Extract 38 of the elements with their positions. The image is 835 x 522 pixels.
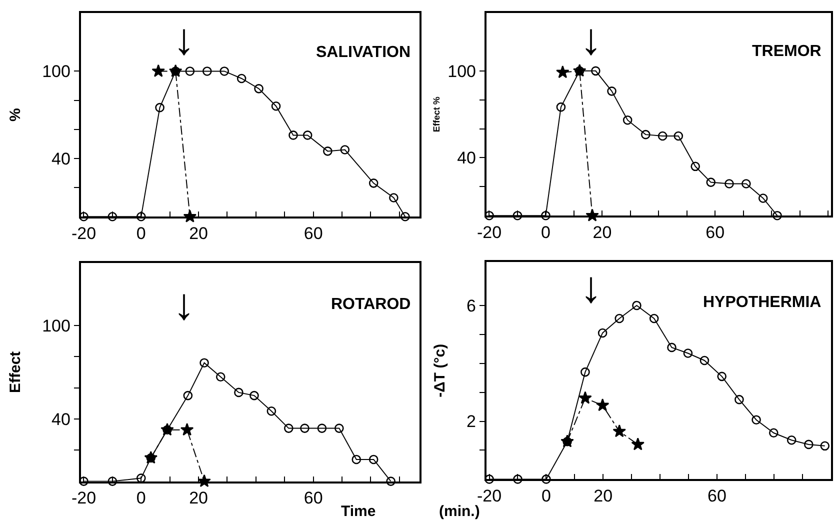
annotation: ↓ xyxy=(173,15,195,64)
y-axis-title: Effect xyxy=(6,351,24,394)
text: HYPOTHERMIA xyxy=(703,294,822,311)
y-tick-label: 6 xyxy=(466,296,476,316)
x-tick-label: 60 xyxy=(304,224,323,244)
y-axis-title: Effect % xyxy=(432,96,442,132)
text: TREMOR xyxy=(752,43,822,60)
annotation: ↓ xyxy=(173,280,195,329)
y-tick-label: 40 xyxy=(52,149,70,168)
x-tick-label: 20 xyxy=(594,486,613,506)
y-axis-title: -ΔT (°c) xyxy=(431,344,448,398)
x-tick-label: 20 xyxy=(189,488,208,508)
x-tick-label: 0 xyxy=(136,488,146,508)
text: ROTAROD xyxy=(331,296,411,313)
x-tick-label: 20 xyxy=(189,224,208,244)
x-axis-title: Time xyxy=(341,503,376,520)
y-tick-label: 40 xyxy=(52,410,70,429)
x-tick-label: 0 xyxy=(540,222,550,242)
x-tick-label: 0 xyxy=(541,486,551,506)
x-tick-label: 20 xyxy=(592,222,612,242)
x-tick-label: -20 xyxy=(71,224,96,244)
x-axis-title: (min.) xyxy=(439,503,480,520)
y-tick-label: 100 xyxy=(42,316,70,336)
x-tick-label: 60 xyxy=(304,488,323,508)
y-tick-label: 40 xyxy=(457,148,476,168)
annotation: ↓ xyxy=(580,15,602,64)
y-tick-label: 100 xyxy=(448,62,476,81)
x-tick-label: 60 xyxy=(708,486,726,506)
x-tick-label: 0 xyxy=(136,224,146,244)
y-tick-label: 2 xyxy=(466,412,476,432)
text: SALIVATION xyxy=(316,44,411,61)
x-tick-label: -20 xyxy=(71,488,96,508)
annotation: ↓ xyxy=(580,263,602,312)
x-tick-label: -20 xyxy=(476,222,502,242)
y-axis-title: % xyxy=(6,108,24,122)
x-tick-label: -20 xyxy=(476,486,502,506)
x-tick-label: 60 xyxy=(706,222,725,242)
y-tick-label: 100 xyxy=(42,62,70,82)
